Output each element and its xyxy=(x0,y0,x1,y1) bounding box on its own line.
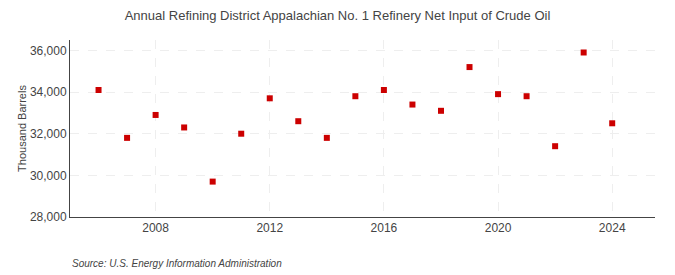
svg-text:2024: 2024 xyxy=(599,221,626,235)
svg-text:2016: 2016 xyxy=(371,221,398,235)
svg-text:28,000: 28,000 xyxy=(30,210,67,224)
svg-text:Thousand Barrels: Thousand Barrels xyxy=(16,85,28,172)
svg-text:2008: 2008 xyxy=(142,221,169,235)
svg-text:34,000: 34,000 xyxy=(30,85,67,99)
svg-text:32,000: 32,000 xyxy=(30,127,67,141)
svg-text:2020: 2020 xyxy=(485,221,512,235)
svg-text:36,000: 36,000 xyxy=(30,44,67,58)
svg-text:30,000: 30,000 xyxy=(30,169,67,183)
svg-text:Annual Refining District Appal: Annual Refining District Appalachian No.… xyxy=(125,8,551,23)
svg-text:Source: U.S. Energy Informatio: Source: U.S. Energy Information Administ… xyxy=(72,258,282,269)
svg-text:2012: 2012 xyxy=(256,221,283,235)
